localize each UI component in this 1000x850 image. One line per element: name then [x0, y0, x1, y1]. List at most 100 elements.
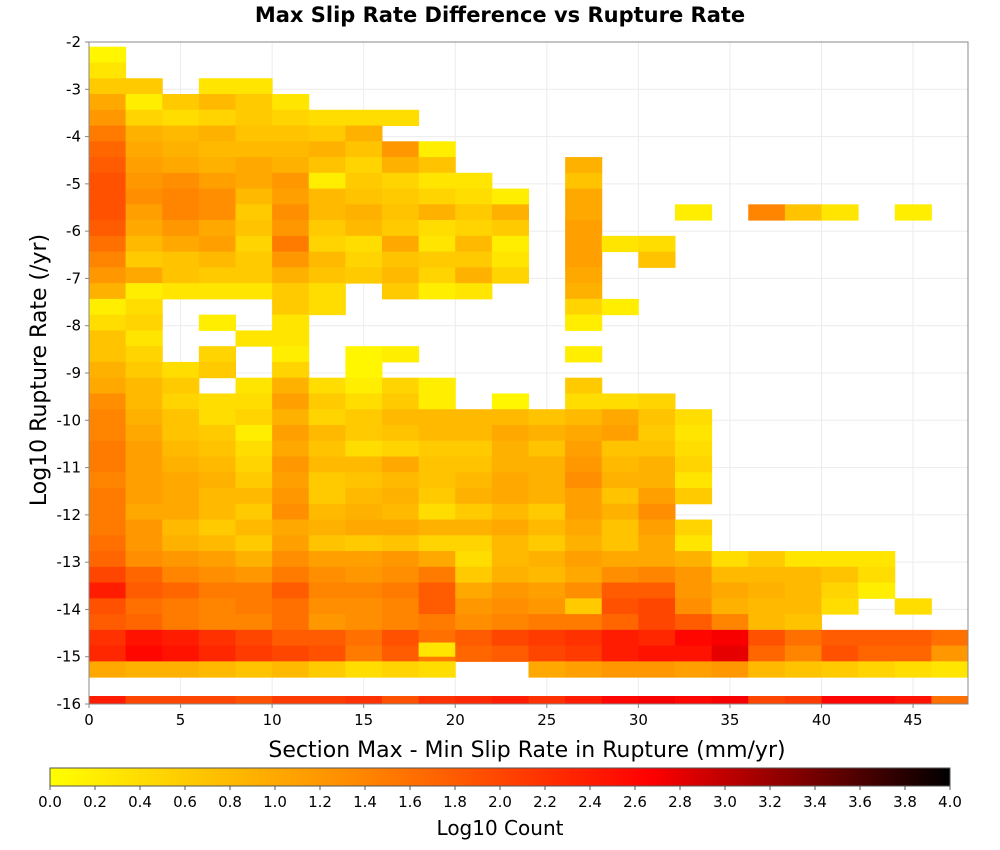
heatmap-cell — [711, 566, 749, 584]
heatmap-cell — [565, 614, 603, 631]
heatmap-cell — [675, 519, 713, 536]
heatmap-cell — [89, 78, 127, 95]
heatmap-cell — [565, 409, 603, 426]
heatmap-cell — [125, 582, 163, 599]
heatmap-cell — [601, 645, 639, 662]
heatmap-cell — [198, 251, 236, 268]
heatmap-cell — [345, 424, 383, 442]
heatmap-cell — [198, 456, 236, 473]
heatmap-cell — [125, 220, 163, 237]
heatmap-cell — [565, 503, 603, 521]
heatmap-cell — [748, 696, 786, 704]
heatmap-cell — [162, 125, 200, 142]
heatmap-cell — [198, 283, 236, 300]
heatmap-cell — [711, 598, 749, 615]
heatmap-cell — [455, 188, 493, 205]
heatmap-cell — [235, 235, 273, 253]
heatmap-cell — [784, 551, 822, 568]
heatmap-cell — [565, 645, 603, 662]
heatmap-cell — [89, 696, 127, 704]
heatmap-cell — [198, 645, 236, 662]
colorbar-tick-label: 0.8 — [218, 793, 242, 811]
heatmap-cell — [601, 582, 639, 599]
y-tick-label: -16 — [57, 695, 82, 713]
heatmap-cell — [382, 346, 420, 363]
heatmap-cell — [858, 582, 896, 599]
heatmap-cell — [748, 566, 786, 584]
heatmap-cell — [345, 566, 383, 584]
heatmap-cell — [455, 172, 493, 190]
heatmap-cell — [565, 424, 603, 442]
heatmap-cell — [418, 424, 456, 442]
y-tick-label: -3 — [66, 80, 81, 98]
heatmap-cell — [272, 314, 310, 331]
heatmap-cell — [382, 283, 420, 300]
heatmap-cell — [675, 629, 713, 647]
heatmap-cell — [675, 551, 713, 568]
heatmap-cell — [272, 409, 310, 426]
heatmap-cell — [418, 598, 456, 615]
heatmap-cell — [455, 283, 493, 300]
heatmap-cell — [711, 551, 749, 568]
heatmap-cell — [162, 566, 200, 584]
heatmap-cell — [382, 566, 420, 584]
colorbar: 0.0 0.2 0.4 0.6 0.8 1.0 1.2 1.4 1.6 1.8 2.0 2.2 2.4 2… — [38, 767, 962, 811]
heatmap-cell — [418, 456, 456, 473]
heatmap-cell — [748, 661, 786, 678]
heatmap-cell — [345, 125, 383, 142]
heatmap-cell — [308, 393, 346, 410]
heatmap-cell — [491, 598, 529, 615]
heatmap-cell — [125, 94, 163, 111]
heatmap-cell — [784, 645, 822, 662]
heatmap-cell — [601, 535, 639, 552]
heatmap-cell — [235, 220, 273, 237]
heatmap-cell — [125, 424, 163, 442]
heatmap-cell — [162, 551, 200, 568]
heatmap-cell — [125, 157, 163, 174]
heatmap-cell — [235, 94, 273, 111]
heatmap-cell — [308, 125, 346, 142]
colorbar-tick-label: 0.4 — [128, 793, 152, 811]
heatmap-cell — [821, 645, 859, 662]
heatmap-cell — [491, 440, 529, 457]
heatmap-cell — [235, 267, 273, 284]
colorbar-tick-label: 3.8 — [893, 793, 917, 811]
heatmap-cell — [821, 566, 859, 584]
heatmap-cell — [455, 424, 493, 442]
heatmap-cell — [382, 377, 420, 394]
heatmap-cell — [565, 456, 603, 473]
heatmap-cell — [675, 440, 713, 457]
heatmap-cell — [382, 488, 420, 505]
heatmap-cell — [235, 157, 273, 174]
heatmap-cell — [308, 377, 346, 394]
heatmap-cell — [308, 409, 346, 426]
heatmap-cell — [418, 488, 456, 505]
heatmap-cell — [418, 188, 456, 205]
heatmap-cell — [235, 488, 273, 505]
heatmap-cell — [784, 582, 822, 599]
heatmap-cell — [675, 598, 713, 615]
heatmap-cell — [455, 696, 493, 704]
heatmap-cell — [162, 220, 200, 237]
heatmap-cell — [345, 393, 383, 410]
heatmap-cell — [198, 172, 236, 190]
heatmap-cell — [235, 109, 273, 127]
heatmap-cell — [638, 251, 676, 268]
heatmap-cell — [235, 456, 273, 473]
heatmap-cell — [821, 598, 859, 615]
heatmap-cell — [89, 62, 127, 79]
heatmap-cell — [565, 267, 603, 284]
heatmap-cell — [858, 551, 896, 568]
heatmap-cell — [418, 409, 456, 426]
heatmap-cell — [235, 696, 273, 704]
x-axis-label: Section Max - Min Slip Rate in Rupture (… — [268, 738, 785, 763]
heatmap-cell — [528, 614, 566, 631]
heatmap-cells — [89, 46, 969, 704]
heatmap-cell — [418, 157, 456, 174]
heatmap-cell — [162, 172, 200, 190]
heatmap-cell — [272, 566, 310, 584]
heatmap-cell — [858, 629, 896, 647]
heatmap-cell — [89, 377, 127, 394]
heatmap-cell — [125, 125, 163, 142]
